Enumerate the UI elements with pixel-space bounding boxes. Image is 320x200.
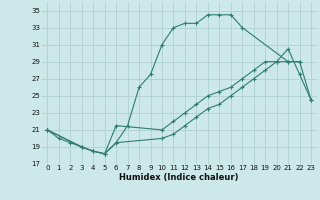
X-axis label: Humidex (Indice chaleur): Humidex (Indice chaleur) xyxy=(119,173,239,182)
